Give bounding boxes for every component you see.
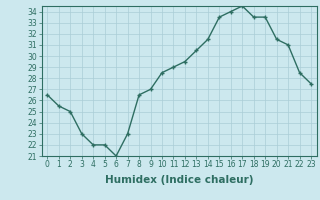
X-axis label: Humidex (Indice chaleur): Humidex (Indice chaleur)	[105, 175, 253, 185]
